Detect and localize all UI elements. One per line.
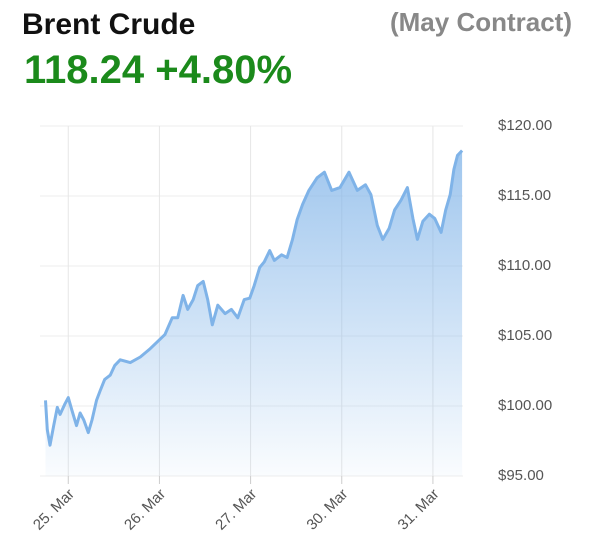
x-tick-label: 30. Mar: [303, 486, 351, 534]
y-tick-label: $120.00: [498, 117, 552, 134]
subtitle: (May Contract): [390, 7, 572, 37]
price-value: 118.24: [24, 48, 145, 92]
x-tick-label: 25. Mar: [30, 486, 78, 534]
y-tick-label: $100.00: [498, 397, 552, 414]
y-tick-label: $105.00: [498, 327, 552, 344]
y-tick-label: $95.00: [498, 467, 544, 484]
y-tick-label: $110.00: [498, 257, 551, 274]
area: [45, 150, 463, 476]
x-tick-label: 31. Mar: [395, 486, 443, 534]
y-tick-label: $115.00: [498, 187, 551, 204]
price-change: +4.80%: [155, 48, 292, 92]
x-tick-label: 27. Mar: [212, 486, 260, 534]
price: 118.24 +4.80%: [24, 48, 292, 92]
x-tick-label: 26. Mar: [121, 486, 169, 534]
line: [44, 149, 464, 447]
chart-title: Brent Crude: [22, 8, 195, 41]
